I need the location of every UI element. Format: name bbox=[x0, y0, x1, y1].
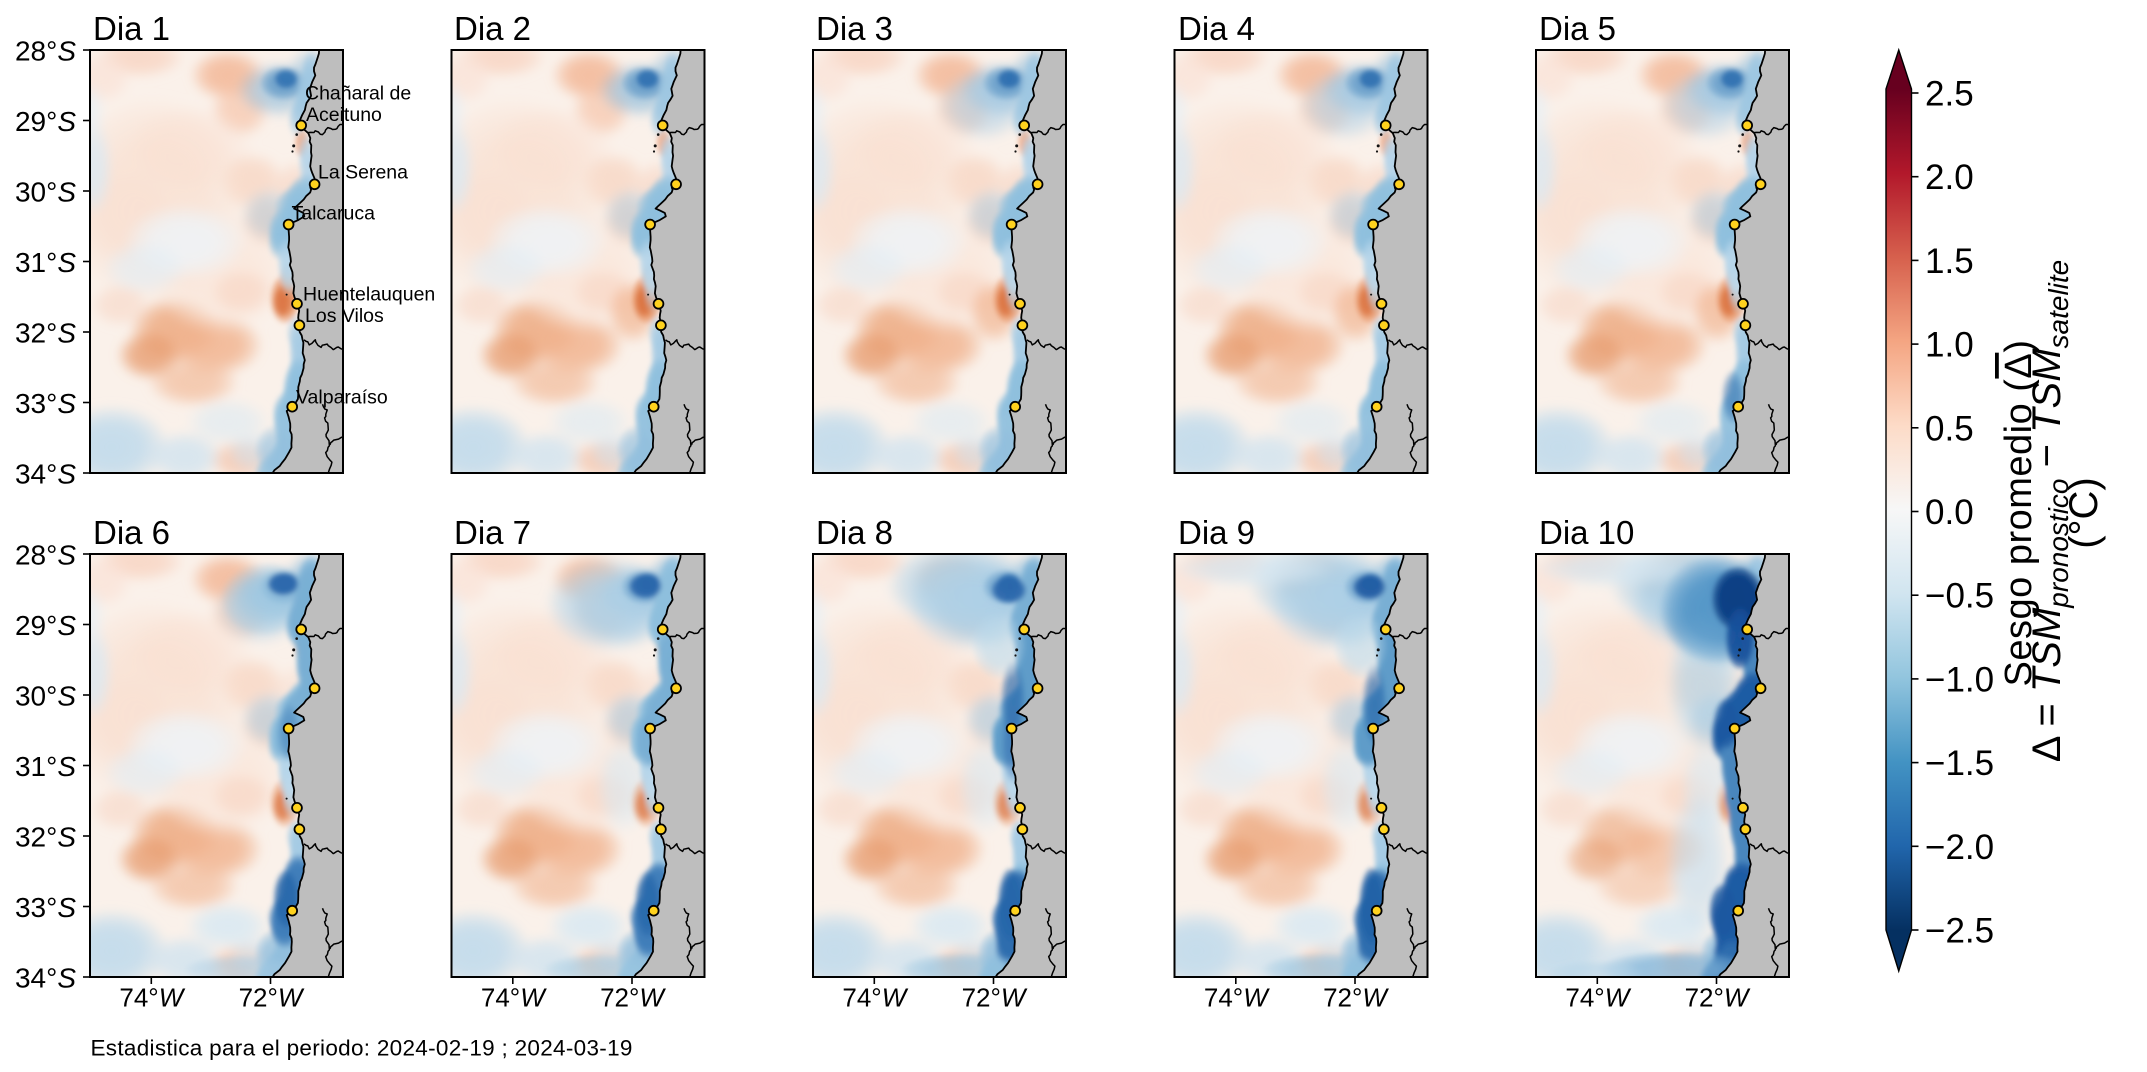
svg-text:−0.5: −0.5 bbox=[1925, 577, 1994, 616]
svg-text:72°W: 72°W bbox=[239, 983, 305, 1013]
svg-text:1.5: 1.5 bbox=[1925, 242, 1974, 281]
svg-text:29°S: 29°S bbox=[15, 610, 76, 641]
svg-text:Talcaruca: Talcaruca bbox=[292, 203, 376, 225]
svg-text:74°W: 74°W bbox=[1204, 983, 1270, 1013]
svg-text:Los Vilos: Los Vilos bbox=[305, 305, 384, 327]
svg-text:Dia 6: Dia 6 bbox=[93, 514, 170, 551]
svg-text:33°S: 33°S bbox=[15, 892, 76, 923]
svg-text:30°S: 30°S bbox=[15, 680, 76, 711]
svg-text:Aceituno: Aceituno bbox=[306, 104, 382, 126]
svg-text:74°W: 74°W bbox=[119, 983, 185, 1013]
svg-text:Δ = TSMpronostico − TSMsatelit: Δ = TSMpronostico − TSMsatelite bbox=[2025, 260, 2074, 762]
svg-text:−1.5: −1.5 bbox=[1925, 744, 1994, 783]
svg-text:Dia 1: Dia 1 bbox=[93, 10, 170, 47]
svg-text:2.0: 2.0 bbox=[1925, 158, 1974, 197]
svg-text:(°C): (°C) bbox=[2062, 477, 2106, 549]
svg-text:−2.0: −2.0 bbox=[1925, 828, 1994, 867]
svg-text:28°S: 28°S bbox=[15, 35, 76, 66]
svg-text:La Serena: La Serena bbox=[318, 162, 408, 184]
svg-text:32°S: 32°S bbox=[15, 821, 76, 852]
svg-text:33°S: 33°S bbox=[15, 388, 76, 419]
svg-text:1.0: 1.0 bbox=[1925, 326, 1974, 365]
svg-text:31°S: 31°S bbox=[15, 751, 76, 782]
svg-text:32°S: 32°S bbox=[15, 317, 76, 348]
svg-text:72°W: 72°W bbox=[1685, 983, 1751, 1013]
svg-text:Dia 9: Dia 9 bbox=[1178, 514, 1255, 551]
svg-text:Dia 5: Dia 5 bbox=[1539, 10, 1616, 47]
svg-text:74°W: 74°W bbox=[481, 983, 547, 1013]
svg-text:72°W: 72°W bbox=[962, 983, 1028, 1013]
svg-text:2.5: 2.5 bbox=[1925, 75, 1974, 114]
svg-text:0.5: 0.5 bbox=[1925, 409, 1974, 448]
svg-text:Dia 8: Dia 8 bbox=[816, 514, 893, 551]
svg-text:72°W: 72°W bbox=[1323, 983, 1389, 1013]
svg-text:−1.0: −1.0 bbox=[1925, 660, 1994, 699]
svg-text:29°S: 29°S bbox=[15, 106, 76, 137]
svg-text:Dia 4: Dia 4 bbox=[1178, 10, 1255, 47]
svg-text:Dia 2: Dia 2 bbox=[454, 10, 531, 47]
svg-text:34°S: 34°S bbox=[15, 962, 76, 993]
svg-text:Valparaíso: Valparaíso bbox=[296, 387, 388, 409]
svg-text:−2.5: −2.5 bbox=[1925, 912, 1994, 951]
svg-text:31°S: 31°S bbox=[15, 247, 76, 278]
svg-text:34°S: 34°S bbox=[15, 458, 76, 489]
svg-text:Dia 3: Dia 3 bbox=[816, 10, 893, 47]
svg-text:74°W: 74°W bbox=[1565, 983, 1631, 1013]
svg-text:Dia 10: Dia 10 bbox=[1539, 514, 1634, 551]
svg-text:74°W: 74°W bbox=[842, 983, 908, 1013]
svg-text:0.0: 0.0 bbox=[1925, 493, 1974, 532]
svg-text:Chañaral de: Chañaral de bbox=[305, 83, 411, 105]
svg-text:72°W: 72°W bbox=[600, 983, 666, 1013]
svg-text:Sesgo promedio (Δ): Sesgo promedio (Δ) bbox=[1998, 340, 2040, 687]
svg-text:Estadistica para el periodo: 2: Estadistica para el periodo: 2024-02-19 … bbox=[91, 1036, 633, 1061]
svg-text:28°S: 28°S bbox=[15, 539, 76, 570]
svg-text:Dia 7: Dia 7 bbox=[454, 514, 531, 551]
svg-text:Huentelauquen: Huentelauquen bbox=[303, 284, 435, 306]
svg-text:30°S: 30°S bbox=[15, 176, 76, 207]
